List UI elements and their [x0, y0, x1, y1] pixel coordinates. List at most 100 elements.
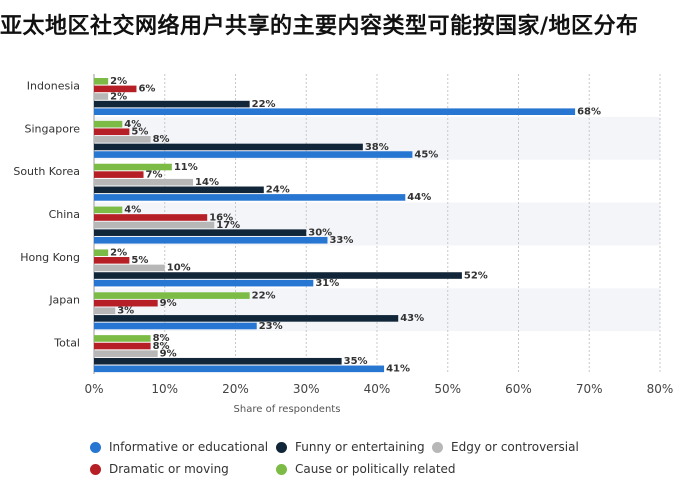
data-label: 45%: [414, 149, 438, 160]
bar: [94, 279, 314, 287]
data-label: 23%: [259, 321, 283, 332]
bar: [94, 108, 576, 115]
legend-item[interactable]: Informative or educational: [90, 440, 268, 454]
legend-marker: [90, 463, 101, 475]
data-label: 17%: [216, 220, 240, 231]
data-label: 4%: [124, 119, 141, 130]
bar: [94, 100, 250, 108]
bar: [94, 365, 385, 373]
legend-item[interactable]: Cause or politically related: [276, 462, 456, 476]
data-label: 52%: [464, 270, 488, 281]
x-tick-label: 0%: [84, 382, 103, 396]
data-label: 38%: [365, 142, 389, 153]
x-tick-label: 60%: [505, 382, 532, 396]
legend-label: Informative or educational: [109, 440, 269, 454]
bar: [94, 128, 130, 136]
legend-label: Dramatic or moving: [109, 462, 229, 476]
legend-label: Edgy or controversial: [451, 440, 579, 454]
bar: [94, 178, 194, 186]
data-label: 8%: [153, 134, 170, 145]
bar-chart: 0% 10% 20% 30% 40% 50% 60% 70% 80% Share of respo…: [13, 74, 674, 415]
x-axis-title: Share of respondents: [234, 404, 341, 415]
bar: [94, 136, 151, 143]
x-tick-label: 50%: [434, 382, 461, 396]
data-label: 16%: [209, 212, 233, 223]
data-label: 2%: [110, 248, 127, 259]
category-label: Hong Kong: [20, 251, 80, 264]
category-label: Total: [53, 337, 80, 350]
data-label: 9%: [160, 348, 177, 359]
legend-marker: [90, 441, 101, 453]
bar: [94, 322, 257, 330]
bar: [94, 257, 130, 264]
bar: [94, 93, 109, 100]
data-label: 68%: [577, 107, 601, 118]
bar: [94, 221, 215, 229]
data-label: 22%: [252, 99, 276, 110]
data-label: 10%: [167, 263, 191, 274]
bar: [94, 78, 109, 85]
data-label: 2%: [110, 76, 127, 87]
bar: [94, 120, 123, 128]
category-label: Japan: [48, 294, 80, 307]
bar: [94, 335, 151, 342]
bar: [94, 229, 307, 236]
x-tick-label: 30%: [293, 382, 320, 396]
legend-item[interactable]: Dramatic or moving: [90, 462, 229, 476]
bar: [94, 194, 406, 201]
category-label: South Korea: [13, 165, 80, 178]
bar: [94, 186, 264, 194]
data-label: 9%: [160, 298, 177, 309]
bar: [94, 163, 172, 171]
data-label: 7%: [146, 169, 163, 180]
bar: [94, 143, 363, 151]
data-label: 44%: [407, 192, 431, 203]
bar: [94, 357, 342, 365]
data-label: 22%: [252, 290, 276, 301]
legend-item[interactable]: Funny or entertaining: [276, 440, 425, 454]
data-label: 5%: [131, 255, 148, 266]
category-label: China: [49, 208, 80, 221]
data-label: 41%: [386, 364, 410, 375]
legend-label: Funny or entertaining: [295, 440, 425, 454]
bar: [94, 272, 462, 279]
data-label: 3%: [117, 306, 134, 317]
data-label: 6%: [138, 84, 155, 95]
bar: [94, 171, 144, 178]
legend-marker: [276, 463, 287, 475]
bar: [94, 350, 158, 357]
bar: [94, 315, 399, 322]
data-label: 4%: [124, 205, 141, 216]
legend-item[interactable]: Edgy or controversial: [432, 440, 579, 454]
page-title: 亚太地区社交网络用户共享的主要内容类型可能按国家/地区分布: [0, 14, 639, 39]
data-label: 24%: [266, 185, 290, 196]
data-label: 11%: [174, 162, 198, 173]
bar: [94, 264, 165, 272]
data-label: 14%: [195, 177, 219, 188]
bar: [94, 292, 250, 299]
bar: [94, 236, 328, 244]
data-label: 8%: [153, 341, 170, 352]
bar: [94, 299, 158, 307]
bar: [94, 249, 109, 257]
bar: [94, 206, 123, 214]
bar: [94, 85, 137, 93]
data-label: 5%: [131, 127, 148, 138]
legend-marker: [432, 441, 443, 453]
bar: [94, 307, 116, 315]
data-label: 31%: [315, 278, 339, 289]
bar: [94, 151, 413, 158]
legend-label: Cause or politically related: [295, 462, 456, 476]
x-tick-label: 80%: [647, 382, 674, 396]
data-label: 8%: [153, 333, 170, 344]
data-label: 30%: [308, 227, 332, 238]
category-label: Singapore: [25, 122, 81, 135]
x-tick-label: 70%: [576, 382, 603, 396]
data-label: 2%: [110, 91, 127, 102]
category-label: Indonesia: [27, 79, 80, 92]
data-label: 35%: [344, 356, 368, 367]
data-label: 33%: [329, 235, 353, 246]
x-tick-label: 40%: [364, 382, 391, 396]
legend-marker: [276, 441, 287, 453]
data-label: 43%: [400, 313, 424, 324]
